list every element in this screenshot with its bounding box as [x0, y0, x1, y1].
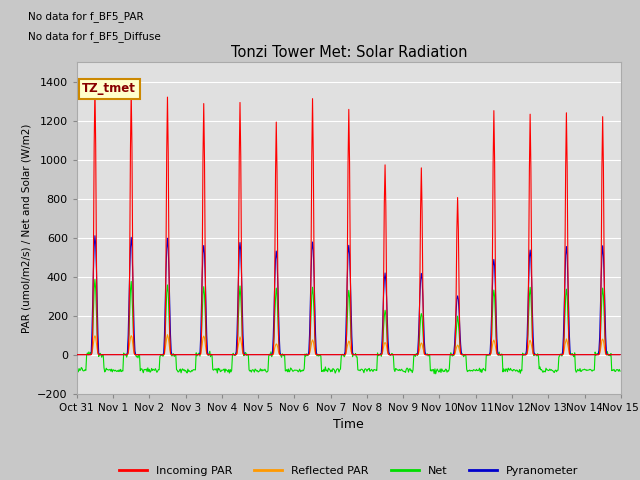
- Text: No data for f_BF5_Diffuse: No data for f_BF5_Diffuse: [28, 31, 161, 42]
- Text: TZ_tmet: TZ_tmet: [82, 82, 136, 95]
- Title: Tonzi Tower Met: Solar Radiation: Tonzi Tower Met: Solar Radiation: [230, 45, 467, 60]
- X-axis label: Time: Time: [333, 418, 364, 431]
- Legend: Incoming PAR, Reflected PAR, Net, Pyranometer: Incoming PAR, Reflected PAR, Net, Pyrano…: [115, 462, 583, 480]
- Text: No data for f_BF5_PAR: No data for f_BF5_PAR: [28, 12, 143, 22]
- Y-axis label: PAR (umol/m2/s) / Net and Solar (W/m2): PAR (umol/m2/s) / Net and Solar (W/m2): [22, 123, 32, 333]
